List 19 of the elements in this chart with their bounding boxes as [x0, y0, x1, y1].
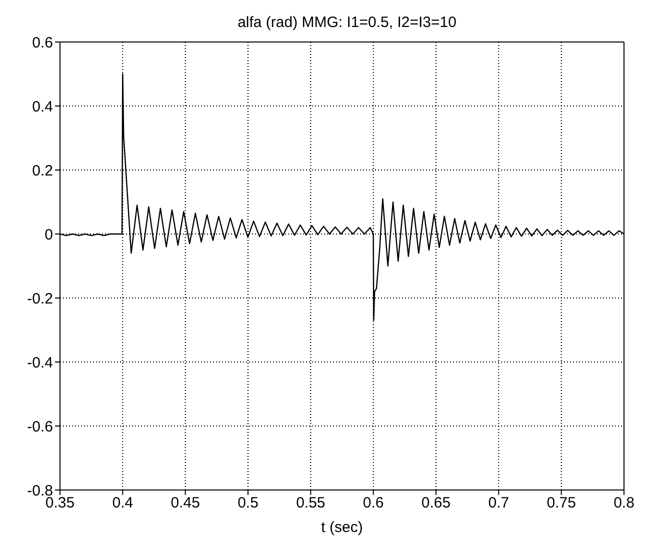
x-tick-label: 0.5: [238, 494, 258, 512]
x-axis-title: t (sec): [321, 519, 363, 536]
x-tick-label: 0.55: [296, 494, 326, 512]
y-tick-label: -0.4: [27, 354, 53, 372]
y-tick-label: 0.6: [32, 34, 53, 52]
x-tick-label: 0.45: [170, 494, 200, 512]
x-tick-label: 0.4: [112, 494, 134, 512]
y-tick-label: 0.4: [32, 98, 53, 116]
x-tick-label: 0.8: [614, 494, 634, 512]
y-tick-label: 0: [44, 226, 53, 244]
x-tick-label: 0.6: [362, 494, 384, 512]
x-tick-label: 0.35: [45, 494, 75, 512]
y-tick-label: 0.2: [32, 162, 53, 180]
y-tick-label: -0.2: [27, 290, 53, 308]
x-tick-label: 0.7: [488, 494, 510, 512]
chart-title: alfa (rad) MMG: I1=0.5, I2=I3=10: [236, 14, 458, 31]
x-tick-label: 0.75: [546, 494, 576, 512]
y-tick-label: -0.6: [27, 418, 53, 436]
x-tick-label: 0.65: [421, 494, 451, 512]
